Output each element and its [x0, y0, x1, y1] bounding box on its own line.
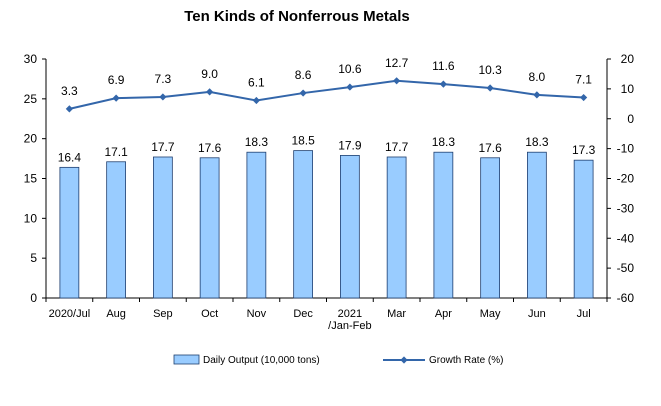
bar: [246, 151, 267, 299]
bar: [480, 157, 500, 299]
line-data-label: 12.7: [385, 56, 409, 70]
bar: [527, 151, 547, 299]
x-tick-label: Dec: [293, 308, 313, 320]
bar-data-label: 17.3: [572, 143, 596, 157]
bar-data-label: 17.6: [478, 141, 502, 155]
line-data-label: 9.0: [201, 67, 218, 81]
bar-data-label: 16.4: [58, 150, 82, 164]
line-data-label: 10.6: [338, 62, 362, 76]
legend-label: Daily Output (10,000 tons): [203, 355, 320, 366]
y-right-tick-label: -30: [617, 201, 635, 215]
x-tick-label: 2021: [338, 308, 362, 320]
line-point: [206, 88, 214, 96]
line-data-label: 6.9: [108, 73, 125, 87]
line-point: [112, 94, 120, 102]
y-left-tick-label: 20: [24, 132, 38, 146]
y-right-tick-label: -20: [617, 172, 635, 186]
y-left-tick-label: 25: [24, 92, 38, 106]
line-data-label: 7.1: [575, 73, 592, 87]
line-point: [159, 93, 167, 101]
y-left-tick-label: 30: [24, 52, 38, 66]
y-left-tick-label: 0: [30, 291, 37, 305]
x-tick-label: Jun: [528, 308, 546, 320]
line-data-label: 7.3: [155, 72, 172, 86]
bar-data-label: 17.7: [385, 140, 409, 154]
x-tick-label: Jul: [577, 308, 591, 320]
y-right-tick-label: 20: [621, 52, 635, 66]
bar: [433, 151, 454, 299]
bar: [59, 166, 80, 299]
line-point: [393, 77, 401, 85]
legend-label: Growth Rate (%): [429, 355, 503, 366]
line-point: [252, 96, 260, 105]
bar: [199, 157, 220, 299]
line-data-label: 10.3: [478, 63, 502, 77]
x-tick-label: May: [480, 308, 501, 320]
y-right-tick-label: 0: [627, 112, 634, 126]
bar: [153, 156, 173, 299]
line-point: [533, 91, 541, 99]
x-tick-label: Sep: [153, 308, 173, 320]
line-point: [299, 89, 307, 97]
line-data-label: 8.6: [295, 68, 312, 82]
line-data-label: 11.6: [432, 59, 455, 73]
bar-data-label: 17.7: [151, 140, 175, 154]
y-right-tick-label: -10: [617, 142, 635, 156]
y-right-tick-label: -50: [617, 261, 635, 275]
line-point: [580, 93, 588, 102]
x-tick-label: Mar: [387, 308, 406, 320]
y-right-tick-label: 10: [621, 82, 635, 96]
bar: [573, 159, 594, 299]
y-left-tick-label: 10: [24, 211, 38, 225]
y-left-tick-label: 5: [30, 251, 37, 265]
y-right-tick-label: -40: [617, 231, 635, 245]
y-left-tick-label: 15: [24, 172, 38, 186]
bar-data-label: 18.3: [245, 135, 269, 149]
bar: [386, 156, 407, 299]
bar: [293, 150, 313, 299]
line-data-label: 3.3: [61, 84, 78, 98]
line-point: [346, 83, 354, 91]
legend: Daily Output (10,000 tons) Growth Rate (%…: [173, 354, 503, 366]
line-data-label: 6.1: [248, 76, 265, 90]
chart-title: Ten Kinds of Nonferrous Metals: [184, 8, 410, 25]
line-point: [439, 80, 447, 88]
plot-area: 0 5 10 15 20 25 30 -60 -50 -40 -30 -20 -10 0 10 20 16.4 1…: [24, 52, 635, 332]
x-tick-label: /Jan-Feb: [328, 320, 371, 332]
legend-marker: [400, 356, 408, 364]
bar-data-label: 18.3: [432, 135, 456, 149]
x-tick-label: 2020/Jul: [49, 308, 91, 320]
x-tick-label: Apr: [435, 308, 452, 320]
bar-data-label: 17.1: [104, 145, 128, 159]
growth-rate-line: [69, 79, 584, 110]
x-tick-label: Oct: [201, 308, 218, 320]
bar-data-label: 17.6: [198, 141, 222, 155]
bar-data-label: 18.3: [525, 135, 549, 149]
bar: [106, 161, 126, 299]
y-right-tick-label: -60: [617, 291, 635, 305]
legend-swatch-bar: [173, 354, 200, 365]
line-data-label: 8.0: [529, 70, 546, 84]
bar: [340, 154, 360, 299]
line-point: [486, 84, 494, 92]
x-tick-label: Aug: [106, 308, 126, 320]
bar-data-label: 17.9: [338, 138, 362, 152]
line-point: [65, 105, 73, 113]
x-tick-label: Nov: [247, 308, 267, 320]
bar-data-label: 18.5: [291, 134, 315, 148]
